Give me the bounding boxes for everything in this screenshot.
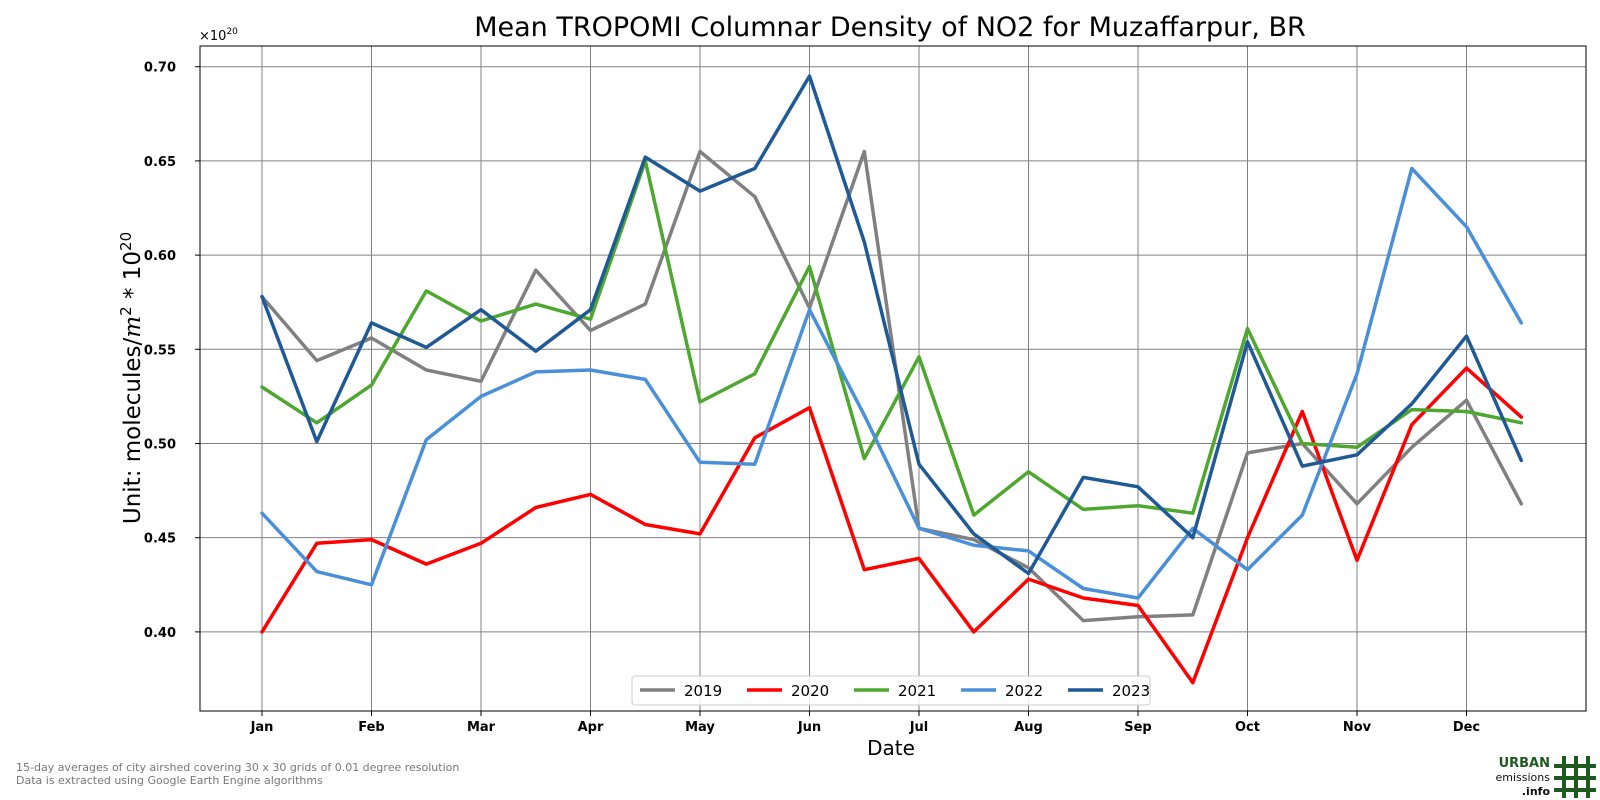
plot-frame [199, 45, 1587, 712]
y-tick-label: 0.50 [144, 437, 176, 452]
series-line-2019 [260, 149, 1524, 623]
x-axis-label: Date [867, 736, 915, 760]
y-tick-label: 0.45 [144, 532, 176, 547]
chart-title: Mean TROPOMI Columnar Density of NO2 for… [474, 12, 1306, 43]
logo-text-urban: URBAN [1499, 756, 1550, 771]
hash-grid-icon [1554, 756, 1596, 798]
x-tick-label: Jul [909, 720, 929, 735]
y-label-m: m [120, 316, 146, 338]
y-label-mid: * 10 [120, 251, 146, 306]
legend-label-2021: 2021 [898, 682, 936, 700]
x-tick-label: Oct [1235, 720, 1260, 735]
y-axis-ticks: 0.40 0.45 0.50 0.55 0.60 0.65 0.70 [144, 61, 200, 641]
x-tick-label: Jan [250, 720, 274, 735]
legend-label-2020: 2020 [791, 682, 829, 700]
x-tick-label: Apr [578, 720, 604, 735]
legend: 2019 2020 2021 2022 2023 [631, 675, 1151, 706]
logo-text-emissions: emissions [1496, 771, 1551, 784]
y-tick-label: 0.60 [144, 249, 176, 264]
x-tick-label: Aug [1014, 720, 1043, 735]
y-axis-label: Unit: molecules/m2 * 1020 [117, 232, 146, 524]
y-offset-base: ×10 [199, 29, 226, 44]
y-label-prefix: Unit: molecules/ [120, 337, 146, 524]
y-offset-exponent: 20 [226, 27, 238, 37]
series-line-2022 [260, 166, 1524, 600]
footnote-resolution: 15-day averages of city airshed covering… [16, 761, 460, 774]
logo-text-info: .info [1522, 785, 1551, 798]
x-tick-label: Dec [1453, 720, 1480, 735]
y-offset-label: ×1020 [199, 27, 238, 44]
gridlines [200, 46, 1586, 711]
x-tick-label: Jun [797, 720, 821, 735]
series-line-2020 [260, 366, 1524, 685]
series-lines [260, 74, 1524, 685]
legend-label-2022: 2022 [1005, 682, 1043, 700]
y-label-exp: 20 [117, 232, 135, 251]
y-tick-label: 0.65 [144, 155, 176, 170]
legend-box [631, 675, 1151, 706]
x-tick-label: May [685, 720, 715, 735]
legend-items: 2019 2020 2021 2022 2023 [640, 682, 1150, 700]
footnote-source: Data is extracted using Google Earth Eng… [16, 774, 323, 787]
x-axis-ticks: Jan Feb Mar Apr May Jun Jul Aug Sep Oct Nov Dec [250, 711, 1480, 735]
y-label-m-exp: 2 [117, 306, 135, 316]
legend-label-2023: 2023 [1112, 682, 1150, 700]
x-tick-label: Mar [467, 720, 496, 735]
legend-label-2019: 2019 [684, 682, 722, 700]
urban-emissions-logo: URBAN emissions .info [1496, 756, 1596, 798]
series-line-2023 [260, 74, 1524, 576]
y-tick-label: 0.40 [144, 626, 176, 641]
y-tick-label: 0.70 [144, 61, 176, 76]
x-tick-label: Feb [358, 720, 384, 735]
x-tick-label: Nov [1343, 720, 1372, 735]
y-tick-label: 0.55 [144, 343, 176, 358]
x-tick-label: Sep [1124, 720, 1152, 735]
